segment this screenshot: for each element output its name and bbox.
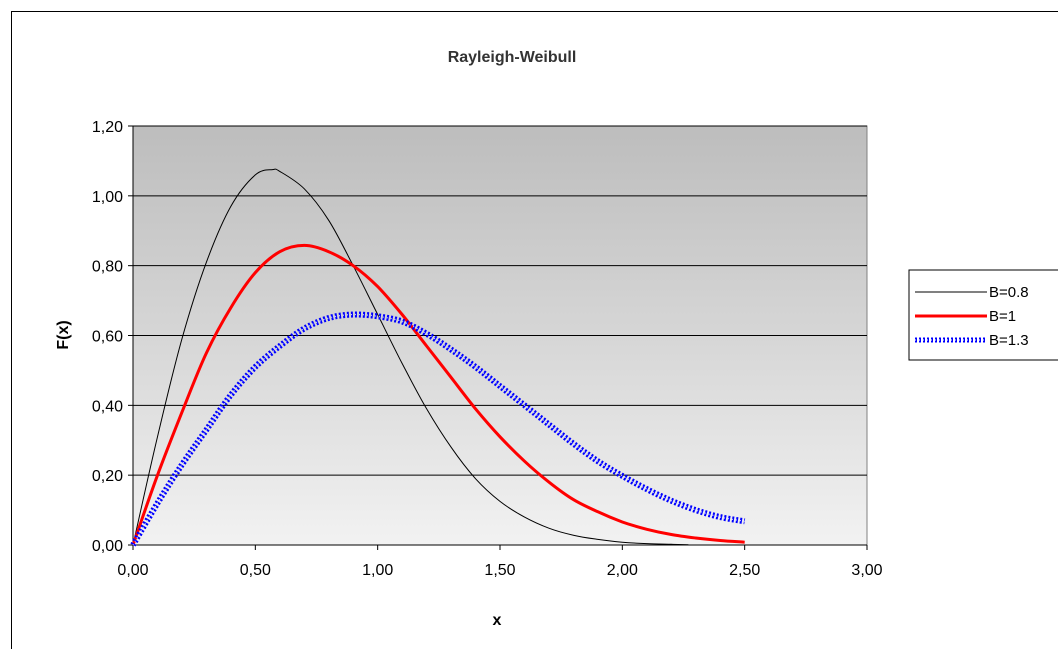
- series-line: [132, 168, 689, 546]
- x-tick-label: 2,00: [607, 562, 638, 579]
- x-tick-label: 1,50: [484, 562, 515, 579]
- x-axis-ticks: 0,00 0,50 1,00 1,50 2,00 2,50 3,00: [117, 545, 883, 579]
- x-axis-title: x: [493, 612, 502, 629]
- x-tick-label: 1,00: [362, 562, 393, 579]
- y-tick-label: 0,80: [92, 259, 123, 276]
- y-tick-label: 1,00: [92, 189, 123, 206]
- y-axis-title: F(x): [55, 320, 72, 349]
- legend-label: B=1: [989, 308, 1016, 325]
- legend-label: B=0.8: [989, 284, 1029, 301]
- series-line: [130, 311, 746, 547]
- y-tick-label: 0,60: [92, 329, 123, 346]
- series-2: [131, 243, 745, 546]
- y-tick-label: 1,20: [92, 119, 123, 136]
- series-line: [131, 243, 745, 546]
- y-axis-ticks: 0,00 0,20 0,40 0,60 0,80 1,00 1,20: [92, 119, 133, 555]
- legend-label: B=1.3: [989, 332, 1029, 349]
- x-tick-label: 0,00: [117, 562, 148, 579]
- y-tick-label: 0,20: [92, 468, 123, 485]
- y-tick-label: 0,00: [92, 538, 123, 555]
- series-3: [130, 311, 746, 547]
- legend: B=0.8 B=1 B=1.3: [908, 269, 1058, 361]
- series-1: [132, 168, 689, 546]
- x-tick-label: 2,50: [729, 562, 760, 579]
- gridlines: [133, 125, 867, 476]
- x-tick-label: 3,00: [851, 562, 882, 579]
- series-layer: [130, 168, 746, 547]
- y-tick-label: 0,40: [92, 398, 123, 415]
- chart-title: Rayleigh-Weibull: [448, 49, 577, 66]
- x-tick-label: 0,50: [240, 562, 271, 579]
